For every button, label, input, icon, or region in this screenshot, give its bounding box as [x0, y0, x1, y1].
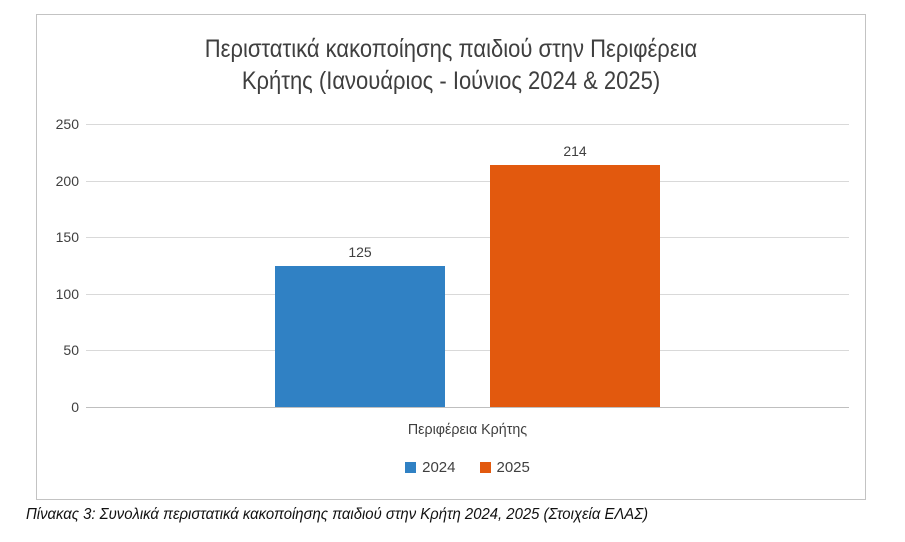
legend-label-2024: 2024 [422, 459, 456, 476]
legend-swatch-icon-2025 [479, 462, 491, 473]
gridline-50 [86, 350, 849, 352]
chart-title-line-1: Περιστατικά κακοποίησης παιδιού στην Περ… [204, 35, 698, 63]
y-tick-labels: 0 50 100 150 200 250 [43, 116, 79, 415]
gridlines [86, 124, 849, 408]
chart-title-line-2: Κρήτης (Ιανουάριος - Ιούνιος 2024 & 2025… [241, 67, 661, 95]
y-tick-label-0: 0 [71, 399, 79, 415]
plot-area: 125 214 [86, 124, 849, 408]
legend-swatch-icon-2024 [405, 462, 417, 473]
bar-2024 [275, 265, 445, 407]
bar-group-2024: 125 [275, 124, 445, 407]
y-tick-label-100: 100 [55, 285, 79, 302]
y-tick-label-50: 50 [63, 342, 79, 359]
chart-caption: Πίνακας 3: Συνολικά περιστατικά κακοποίη… [26, 506, 649, 523]
legend-label-2025: 2025 [496, 459, 530, 476]
x-axis-category-label: Περιφέρεια Κρήτης [407, 421, 528, 438]
y-tick-label-150: 150 [55, 229, 79, 246]
gridline-100 [86, 293, 849, 295]
chart-title: Περιστατικά κακοποίησης παιδιού στην Περ… [87, 33, 816, 97]
gridline-200 [86, 180, 849, 182]
bar-group-2025: 214 [490, 124, 660, 407]
legend-entry-2024: 2024 [405, 459, 456, 476]
bar-2025 [490, 164, 660, 407]
bars: 125 214 [86, 124, 849, 407]
data-label-2024: 125 [348, 243, 372, 260]
gridline-250 [86, 124, 849, 125]
y-tick-label-250: 250 [55, 116, 79, 132]
legend-entry-2025: 2025 [479, 459, 530, 476]
gridline-150 [86, 237, 849, 239]
legend: 2024 2025 [86, 459, 849, 476]
data-label-2025: 214 [563, 142, 587, 159]
x-axis-line [86, 407, 849, 408]
y-tick-label-200: 200 [55, 172, 79, 189]
chart-frame: Περιστατικά κακοποίησης παιδιού στην Περ… [36, 14, 866, 500]
